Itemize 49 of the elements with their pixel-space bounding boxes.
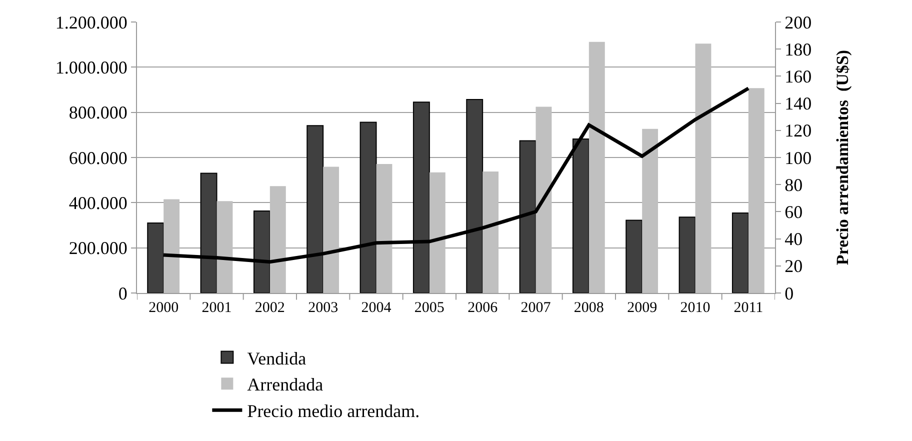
y-tick-label: 1.000.000 — [55, 57, 128, 78]
bar — [536, 106, 552, 293]
bar — [376, 164, 392, 293]
bar — [732, 212, 749, 293]
y2-axis-title: Precio arrendamientos (U$S) — [833, 50, 852, 266]
bar — [270, 186, 286, 293]
x-tick-label: 2008 — [574, 300, 604, 316]
bar — [164, 199, 180, 293]
bar — [695, 44, 712, 293]
x-tick-label: 2001 — [202, 300, 232, 316]
y-tick-label: 1.200.000 — [55, 12, 128, 32]
bar — [642, 128, 658, 293]
bar — [429, 172, 446, 293]
x-tick-label: 2006 — [468, 300, 498, 316]
x-tick-label: 2011 — [734, 300, 764, 316]
y2-tick-label: 120 — [784, 120, 812, 141]
legend-label: Arrendada — [247, 374, 324, 395]
x-tick-label: 2000 — [148, 300, 179, 316]
y2-tick-label: 60 — [784, 202, 803, 222]
legend-label: Precio medio arrendam. — [247, 401, 420, 422]
x-tick-label: 2004 — [361, 300, 392, 316]
y-tick-label: 800.000 — [68, 102, 128, 123]
y-tick-label: 200.000 — [68, 238, 128, 258]
y-tick-label: 600.000 — [68, 148, 128, 168]
x-tick-label: 2010 — [680, 300, 710, 316]
bar — [588, 42, 605, 293]
x-tick-label: 2005 — [414, 300, 444, 316]
y-tick-label: 0 — [118, 283, 128, 304]
y2-tick-label: 40 — [784, 229, 803, 250]
bar — [626, 220, 643, 293]
x-tick-label: 2007 — [520, 300, 552, 316]
bar — [216, 201, 233, 293]
bar — [748, 88, 764, 293]
y2-tick-label: 200 — [784, 12, 812, 32]
y2-tick-label: 140 — [784, 94, 812, 114]
y2-tick-label: 180 — [784, 39, 812, 60]
y-tick-label: 400.000 — [68, 192, 128, 213]
x-tick-label: 2003 — [308, 300, 338, 316]
y2-tick-label: 100 — [784, 148, 812, 168]
bar — [323, 166, 340, 293]
bar — [678, 216, 696, 293]
legend-label: Vendida — [247, 348, 306, 368]
y2-tick-label: 0 — [784, 283, 794, 304]
x-tick-label: 2002 — [254, 300, 285, 316]
y2-tick-label: 160 — [784, 66, 812, 86]
bar — [482, 172, 499, 293]
y2-tick-label: 20 — [784, 256, 803, 276]
y2-tick-label: 80 — [784, 174, 803, 195]
x-tick-label: 2009 — [627, 300, 658, 316]
